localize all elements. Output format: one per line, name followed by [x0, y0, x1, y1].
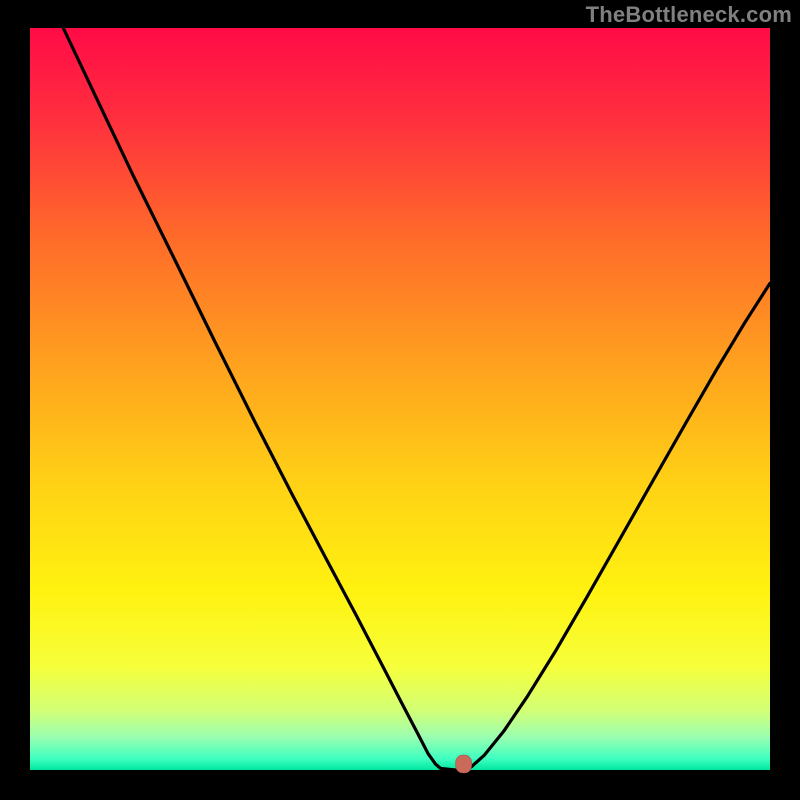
- bottleneck-chart: [0, 0, 800, 800]
- optimal-point-marker: [456, 755, 472, 773]
- watermark-text: TheBottleneck.com: [586, 2, 792, 28]
- gradient-plot-area: [30, 28, 770, 770]
